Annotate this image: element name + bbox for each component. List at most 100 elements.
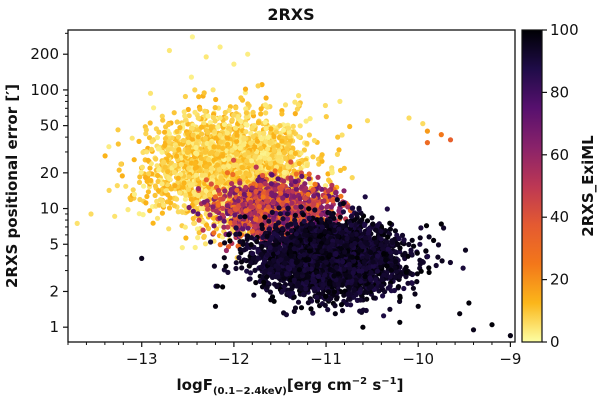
data-point	[295, 299, 302, 305]
data-point	[235, 198, 241, 204]
data-point	[186, 204, 192, 211]
data-point	[226, 107, 232, 113]
data-point	[202, 172, 208, 179]
data-point	[244, 122, 250, 128]
data-point	[154, 134, 160, 141]
data-point	[220, 196, 226, 202]
data-point	[155, 146, 161, 152]
data-point	[174, 119, 180, 125]
data-point	[222, 240, 228, 246]
data-point	[238, 118, 244, 124]
data-point	[192, 109, 198, 115]
data-point	[182, 113, 188, 119]
data-point	[242, 86, 249, 92]
data-point	[284, 216, 291, 222]
data-point	[304, 162, 310, 169]
data-point	[234, 132, 240, 138]
data-point	[306, 171, 312, 177]
data-point	[257, 159, 263, 165]
data-point	[203, 177, 209, 183]
data-point	[201, 199, 207, 205]
data-point	[296, 160, 302, 167]
data-point	[211, 144, 217, 150]
data-point	[341, 188, 347, 194]
data-point	[333, 189, 339, 195]
data-point	[253, 188, 259, 195]
data-point	[277, 123, 283, 129]
data-point	[258, 136, 265, 142]
data-point	[412, 291, 418, 297]
data-point	[205, 129, 211, 135]
data-point	[156, 129, 162, 135]
data-point	[417, 241, 423, 247]
data-point	[229, 117, 235, 123]
data-point	[162, 129, 168, 135]
data-point	[227, 208, 233, 214]
data-point	[243, 208, 249, 214]
data-point	[280, 195, 286, 201]
data-point	[233, 162, 239, 168]
data-point	[297, 123, 303, 129]
data-point	[181, 109, 187, 115]
data-point	[311, 193, 317, 199]
data-point	[254, 230, 260, 236]
data-point	[178, 161, 184, 168]
data-point	[175, 134, 181, 140]
data-point	[306, 176, 312, 182]
data-point	[177, 125, 183, 131]
data-point	[215, 124, 221, 130]
data-point	[296, 134, 302, 140]
data-point	[256, 203, 262, 210]
data-point	[288, 175, 294, 181]
data-point	[249, 185, 255, 191]
data-point	[293, 186, 299, 192]
data-point	[130, 187, 136, 193]
data-point	[140, 212, 146, 218]
data-point	[244, 158, 250, 164]
data-point	[460, 265, 466, 271]
data-point	[151, 105, 157, 111]
data-point	[119, 173, 125, 179]
data-point	[262, 102, 268, 108]
data-point	[145, 157, 151, 163]
data-point	[144, 149, 150, 155]
data-point	[213, 208, 219, 214]
data-point	[210, 87, 216, 93]
data-point	[148, 146, 155, 152]
data-point	[167, 195, 173, 201]
data-point	[129, 135, 135, 141]
data-point	[145, 189, 151, 195]
data-point	[211, 230, 217, 236]
data-point	[296, 93, 302, 99]
data-point	[212, 194, 218, 200]
data-point	[202, 241, 209, 247]
data-point	[172, 162, 178, 169]
data-point	[181, 180, 187, 186]
data-point	[184, 149, 190, 155]
data-point	[115, 141, 121, 147]
data-point	[171, 203, 177, 209]
data-point	[160, 117, 166, 123]
data-point	[244, 171, 250, 177]
data-point	[195, 186, 201, 192]
data-point	[225, 156, 232, 162]
data-point	[241, 136, 247, 142]
data-point	[330, 198, 336, 204]
data-point	[250, 109, 256, 115]
data-point	[209, 149, 215, 155]
data-point	[279, 111, 285, 117]
data-point	[243, 184, 249, 190]
data-point	[162, 142, 168, 148]
data-point	[263, 110, 269, 116]
data-point	[136, 179, 143, 185]
data-point	[262, 155, 268, 161]
data-point	[275, 176, 281, 182]
data-point	[147, 165, 153, 171]
data-point	[321, 198, 327, 204]
data-point	[237, 145, 243, 151]
data-point	[212, 118, 218, 124]
data-point	[285, 188, 291, 194]
data-point	[305, 191, 311, 197]
data-point	[319, 158, 325, 164]
